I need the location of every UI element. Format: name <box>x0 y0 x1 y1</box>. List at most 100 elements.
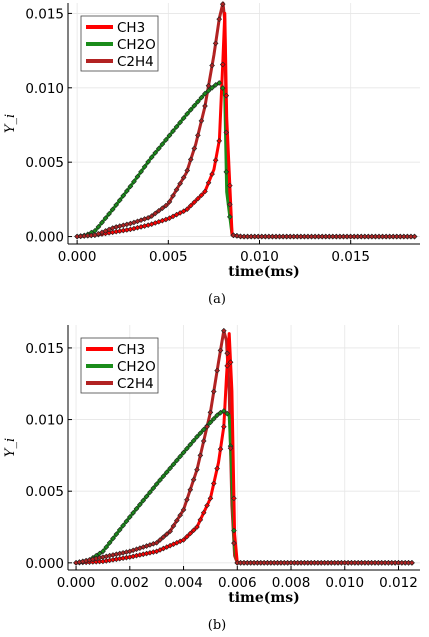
data-point <box>205 87 212 94</box>
panel-caption: (b) <box>208 618 226 633</box>
data-point <box>230 232 237 239</box>
data-point <box>204 423 210 430</box>
data-point <box>195 132 201 139</box>
y-tick-label: 0.005 <box>25 155 64 171</box>
data-point <box>163 531 170 538</box>
data-point <box>157 537 163 543</box>
data-point <box>184 496 190 503</box>
data-point <box>190 527 197 534</box>
data-point <box>120 192 127 199</box>
data-point <box>160 473 167 479</box>
data-point <box>224 410 231 417</box>
data-point <box>109 206 116 213</box>
data-point <box>231 527 237 534</box>
x-tick-label: 0.004 <box>164 575 203 591</box>
data-point <box>234 233 240 239</box>
y-axis-label: Y_i <box>3 438 18 457</box>
data-point <box>207 495 214 502</box>
data-point <box>227 201 233 208</box>
data-point <box>138 168 144 175</box>
data-point <box>219 61 226 68</box>
data-point <box>163 202 169 209</box>
data-point <box>191 102 198 109</box>
data-point <box>170 213 176 220</box>
data-point <box>224 350 231 357</box>
data-point <box>127 183 134 190</box>
y-tick-label: 0.015 <box>25 6 64 22</box>
data-point <box>150 485 157 491</box>
data-point <box>219 85 226 91</box>
data-point <box>163 469 170 476</box>
data-point <box>160 534 167 540</box>
data-point <box>106 210 112 217</box>
y-tick-label: 0.005 <box>25 484 64 500</box>
x-axis-label: time(ms) <box>228 590 299 606</box>
data-point <box>210 388 217 395</box>
data-point <box>167 528 173 535</box>
data-point <box>177 210 183 216</box>
data-point <box>131 178 137 185</box>
data-point <box>198 94 205 101</box>
data-point <box>184 445 190 452</box>
y-tick-label: 0.010 <box>25 413 64 429</box>
x-tick-label: 0.006 <box>218 575 257 591</box>
data-point <box>134 173 141 180</box>
data-point <box>152 150 159 156</box>
y-tick-label: 0.000 <box>25 556 64 572</box>
data-point <box>202 103 208 109</box>
data-point <box>207 419 214 426</box>
data-point <box>194 466 200 473</box>
data-point <box>180 507 187 513</box>
x-tick-label: 0.010 <box>240 249 279 265</box>
data-point <box>223 129 230 136</box>
data-point <box>180 115 187 121</box>
data-point <box>409 560 415 566</box>
data-point <box>166 199 173 205</box>
data-point <box>195 98 201 105</box>
data-point <box>209 62 215 69</box>
data-point <box>102 215 109 221</box>
data-point <box>209 84 215 91</box>
series-line-ch2o <box>76 80 415 239</box>
data-point <box>177 119 183 126</box>
data-point <box>167 465 173 472</box>
data-point <box>212 157 219 164</box>
data-point <box>231 495 237 502</box>
data-point <box>170 192 176 199</box>
data-point <box>155 145 162 152</box>
data-point <box>157 477 163 483</box>
data-point <box>198 192 205 199</box>
data-point <box>212 40 219 47</box>
data-point <box>187 486 194 493</box>
legend-label: C2H4 <box>117 376 154 392</box>
data-point <box>200 438 207 444</box>
y-tick-label: 0.000 <box>25 230 64 246</box>
x-tick-label: 0.005 <box>149 249 188 265</box>
data-point <box>227 182 233 189</box>
data-point <box>180 537 187 543</box>
y-axis-label: Y_i <box>3 114 18 133</box>
y-tick-label: 0.015 <box>25 341 64 357</box>
data-point <box>126 514 133 520</box>
data-point <box>184 206 191 212</box>
data-point <box>153 539 160 546</box>
data-point <box>113 531 120 538</box>
legend-label: CH2O <box>117 37 156 53</box>
data-point <box>190 437 197 444</box>
panel-caption: (a) <box>208 292 226 307</box>
data-point <box>173 186 180 193</box>
data-point <box>180 174 187 181</box>
data-point <box>187 106 194 113</box>
x-tick-label: 0.000 <box>57 575 96 591</box>
data-point <box>177 453 184 460</box>
data-point <box>159 141 166 147</box>
data-point <box>166 215 173 221</box>
data-point <box>194 524 200 530</box>
data-point <box>95 224 102 230</box>
data-point <box>106 539 113 546</box>
data-point <box>187 156 194 163</box>
data-point <box>103 544 110 550</box>
data-point <box>214 367 220 374</box>
data-point <box>197 517 204 523</box>
